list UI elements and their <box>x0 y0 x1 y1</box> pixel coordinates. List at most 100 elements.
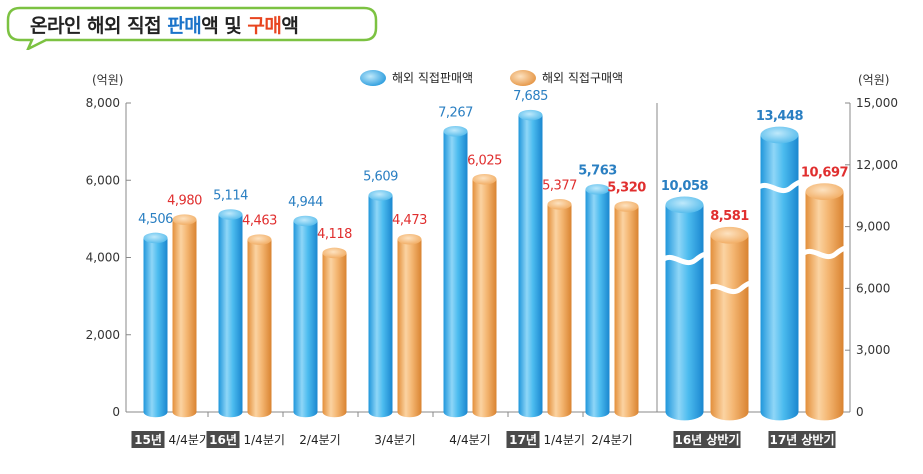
sale-data-label: 4,944 <box>288 195 323 210</box>
sale-bar <box>218 209 243 418</box>
buy-bar-top <box>397 233 422 245</box>
title-suffix: 액 <box>281 15 299 37</box>
buy-bar-body <box>547 204 572 418</box>
sale-bar-top <box>760 126 799 144</box>
buy-bar-top <box>472 174 497 185</box>
buy-bar-body <box>710 235 749 421</box>
legend-swatch <box>510 70 536 86</box>
buy-bar-body <box>322 252 347 418</box>
left-tick-label: 8,000 <box>86 96 120 110</box>
sale-bar-body <box>218 214 243 418</box>
axis-break-mark <box>660 251 709 266</box>
buy-bar <box>322 247 347 418</box>
year-tag-bg <box>206 431 240 448</box>
buy-data-label: 8,581 <box>710 209 749 224</box>
sale-bar <box>585 184 610 418</box>
sale-bar <box>368 190 393 418</box>
left-unit-label: (억원) <box>92 73 123 87</box>
sale-bar-top <box>665 196 704 214</box>
category-label: 3/4분기 <box>374 433 415 447</box>
year-tag-bg <box>673 431 741 448</box>
sale-bar-body <box>368 195 393 418</box>
buy-bar <box>614 201 639 418</box>
sale-bar <box>760 126 799 421</box>
axis-break-mark <box>705 280 754 295</box>
category-label: 4/4분기 <box>169 433 210 447</box>
buy-bar-body <box>172 219 197 418</box>
sale-bar-top <box>218 209 243 220</box>
bars <box>143 109 849 421</box>
category-label: 2/4분기 <box>591 433 632 447</box>
year-tag-bg <box>506 431 540 448</box>
sale-bar-body <box>760 134 799 421</box>
buy-data-label: 4,118 <box>317 227 352 242</box>
sale-bar-body <box>585 189 610 418</box>
title-prefix: 온라인 해외 직접 <box>30 15 168 37</box>
buy-bar-top <box>805 183 844 201</box>
legend-sale: 해외 직접판매액 <box>360 70 473 86</box>
buy-bar-body <box>472 179 497 418</box>
sale-bar-body <box>518 115 543 418</box>
sale-bar <box>518 109 543 418</box>
axis-break-mark <box>800 245 849 260</box>
sale-bar-body <box>293 221 318 418</box>
right-tick-label: 12,000 <box>856 158 898 172</box>
buy-bar <box>172 214 197 418</box>
sale-bar-body <box>443 131 468 418</box>
buy-bar-body <box>805 191 844 421</box>
sale-bar-top <box>368 190 393 201</box>
sale-data-label: 13,448 <box>756 109 804 124</box>
year-tag-label: 16년 <box>209 433 237 447</box>
buy-bar-top <box>172 214 197 225</box>
buy-data-label: 10,697 <box>801 166 849 181</box>
right-tick-label: 9,000 <box>856 220 890 234</box>
sale-bar <box>443 126 468 418</box>
buy-bar-body <box>397 239 422 418</box>
left-tick-label: 2,000 <box>86 328 120 342</box>
title-mid: 액 및 <box>201 15 248 37</box>
buy-bar <box>805 183 844 421</box>
category-label: 2/4분기 <box>299 433 340 447</box>
left-tick-label: 0 <box>112 405 120 419</box>
buy-data-label: 5,377 <box>542 178 577 193</box>
legend-swatch <box>360 70 386 86</box>
sale-data-label: 7,267 <box>438 105 473 120</box>
labels: 4,506 4,980 15년 4/4분기 5,114 4,463 16년 1/4분기 4,94… <box>131 89 849 448</box>
right-tick-label: 0 <box>856 405 864 419</box>
right-unit-label: (억원) <box>858 73 889 87</box>
chart-title: 온라인 해외 직접 판매액 및 구매액 <box>30 11 299 38</box>
sale-data-label: 4,506 <box>138 212 173 227</box>
sale-data-label: 10,058 <box>661 179 709 194</box>
axis-break-mark <box>755 179 804 194</box>
buy-bar-top <box>710 226 749 244</box>
year-tag-bg <box>768 431 836 448</box>
sale-data-label: 5,609 <box>363 169 398 184</box>
legend-buy: 해외 직접구매액 <box>510 70 623 86</box>
buy-bar <box>547 199 572 418</box>
sale-bar <box>665 196 704 421</box>
buy-bar <box>247 234 272 418</box>
buy-data-label: 6,025 <box>467 153 502 168</box>
left-tick-label: 6,000 <box>86 173 120 187</box>
buy-bar <box>397 233 422 418</box>
sale-bar <box>143 232 168 418</box>
buy-bar <box>472 174 497 418</box>
period-tag-label: 17년 상반기 <box>769 432 834 447</box>
sale-bar-body <box>665 204 704 421</box>
period-tag-label: 16년 상반기 <box>674 432 739 447</box>
legend-label: 해외 직접구매액 <box>542 71 623 85</box>
year-tag-bg <box>131 431 165 448</box>
left-tick-label: 4,000 <box>86 251 120 265</box>
buy-bar-top <box>322 247 347 259</box>
sale-bar-top <box>585 184 610 195</box>
buy-bar-top <box>547 199 572 210</box>
title-sale-word: 판매 <box>167 15 202 37</box>
legend: 해외 직접판매액 해외 직접구매액 <box>360 70 623 86</box>
buy-bar-top <box>614 201 639 212</box>
right-tick-label: 15,000 <box>856 96 898 110</box>
sale-data-label: 7,685 <box>513 89 548 104</box>
sale-bar-body <box>143 237 168 418</box>
right-tick-label: 6,000 <box>856 281 890 295</box>
sale-data-label: 5,114 <box>213 188 248 203</box>
sale-bar <box>293 215 318 418</box>
